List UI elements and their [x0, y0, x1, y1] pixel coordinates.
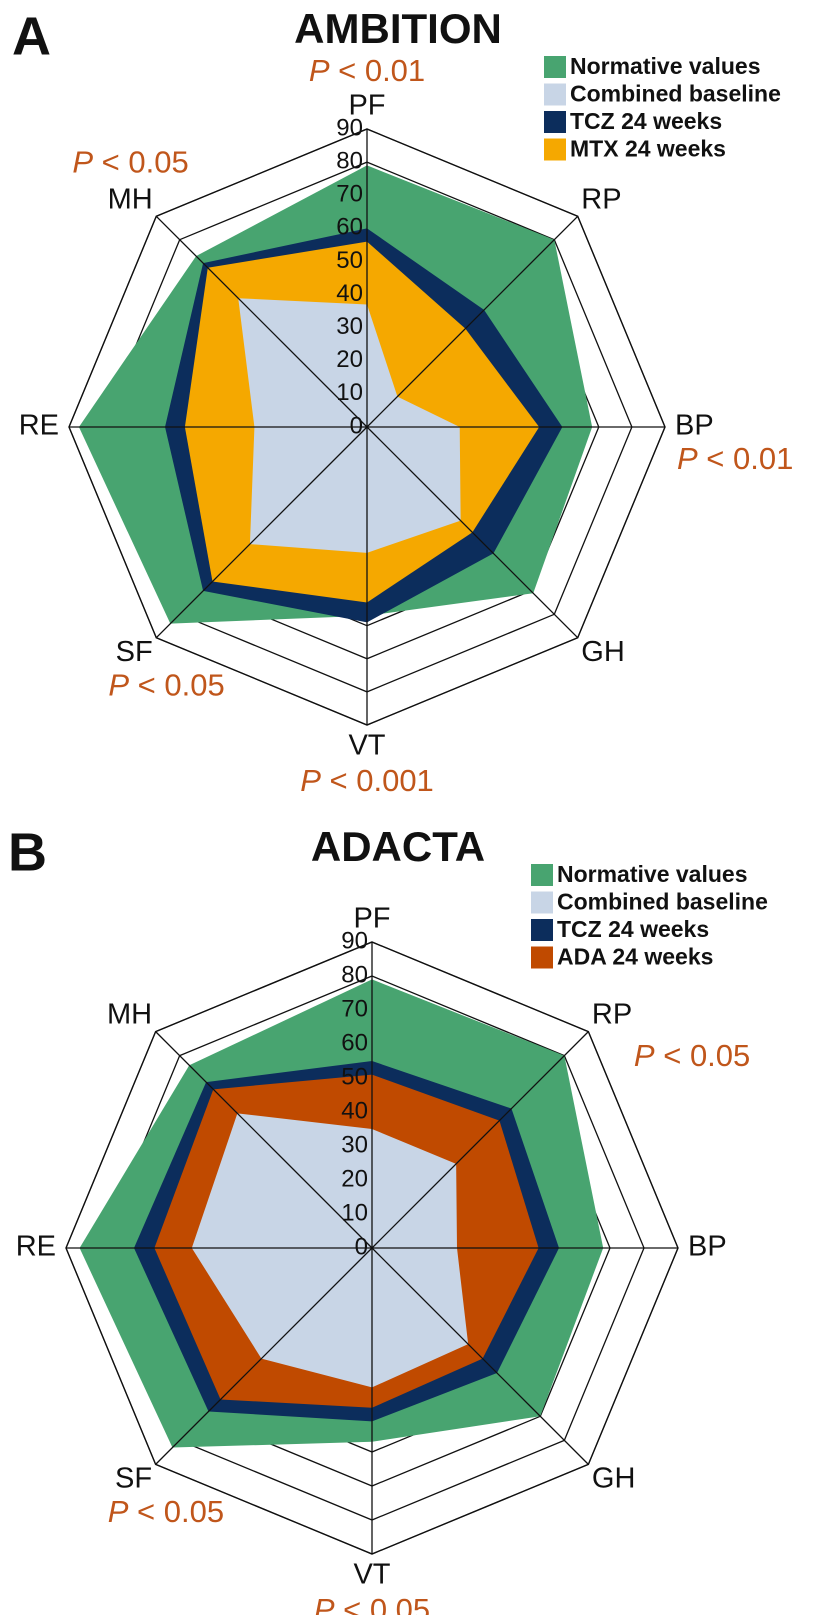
- category-label: RP: [581, 183, 621, 215]
- y-tick-label: 40: [341, 1097, 368, 1124]
- p-italic: P: [314, 1592, 335, 1615]
- p-rest: < 0.05: [128, 1494, 224, 1529]
- legend-label: ADA 24 weeks: [557, 944, 713, 970]
- legend-label: Combined baseline: [557, 889, 768, 915]
- y-tick-label: 40: [336, 280, 363, 307]
- spoke: [366, 426, 579, 639]
- p-value: P < 0.01: [309, 53, 425, 88]
- spoke: [366, 215, 579, 428]
- p-value: P < 0.05: [108, 1494, 224, 1529]
- legend-swatch: [544, 138, 566, 161]
- y-tick-label: 80: [336, 147, 363, 174]
- y-tick-label: 0: [355, 1233, 368, 1260]
- legend-swatch: [531, 946, 553, 969]
- category-label: SF: [116, 636, 153, 668]
- y-tick-label: 20: [341, 1165, 368, 1192]
- category-label: BP: [688, 1231, 727, 1263]
- p-italic: P: [309, 53, 330, 88]
- category-label: SF: [115, 1463, 152, 1495]
- legend-swatch: [531, 919, 553, 941]
- p-rest: < 0.05: [335, 1592, 431, 1615]
- spoke: [155, 426, 368, 639]
- y-tick-label: 30: [336, 313, 363, 340]
- legend-label: TCZ 24 weeks: [557, 916, 709, 942]
- y-tick-label: 30: [341, 1131, 368, 1158]
- p-italic: P: [300, 763, 321, 798]
- category-label: GH: [581, 636, 625, 668]
- legend-label: MTX 24 weeks: [570, 136, 726, 162]
- y-tick-label: 50: [341, 1063, 368, 1090]
- p-rest: < 0.05: [129, 667, 225, 702]
- panel-label: A: [12, 6, 51, 66]
- y-tick-label: 80: [341, 961, 368, 988]
- legend-label: Normative values: [570, 53, 760, 79]
- legend-swatch: [531, 891, 553, 914]
- y-tick-label: 60: [341, 1029, 368, 1056]
- y-tick-label: 10: [336, 379, 363, 406]
- series-area: [191, 1113, 469, 1388]
- outer-ring: [65, 941, 679, 1555]
- category-label: BP: [675, 410, 714, 442]
- p-value: P < 0.05: [108, 667, 224, 702]
- y-tick-label: 70: [336, 181, 363, 208]
- y-tick-label: 90: [336, 114, 363, 141]
- p-value: P < 0.05: [314, 1592, 430, 1615]
- category-label: RP: [592, 999, 632, 1031]
- y-tick-label: 20: [336, 346, 363, 373]
- y-tick-label: 60: [336, 214, 363, 241]
- panel-label: B: [8, 822, 47, 882]
- p-italic: P: [72, 145, 93, 180]
- category-label: PF: [348, 90, 385, 122]
- p-italic: P: [677, 441, 698, 476]
- category-label: VT: [348, 730, 385, 762]
- spoke: [155, 1247, 373, 1465]
- spoke: [371, 1031, 589, 1249]
- y-tick-label: 50: [336, 247, 363, 274]
- p-value: P < 0.01: [677, 441, 793, 476]
- y-tick-label: 0: [350, 412, 363, 439]
- category-label: GH: [592, 1463, 636, 1495]
- series-area: [238, 298, 461, 553]
- category-label: PF: [353, 903, 390, 935]
- legend-label: Normative values: [557, 861, 747, 887]
- spoke: [371, 1247, 589, 1465]
- y-tick-label: 70: [341, 995, 368, 1022]
- legend-swatch: [544, 111, 566, 133]
- p-italic: P: [634, 1038, 655, 1073]
- y-tick-label: 10: [341, 1199, 368, 1226]
- p-value: P < 0.05: [634, 1038, 750, 1073]
- y-tick-label: 90: [341, 927, 368, 954]
- p-value: P < 0.05: [72, 145, 188, 180]
- category-label: RE: [19, 410, 59, 442]
- p-rest: < 0.01: [330, 53, 426, 88]
- legend-swatch: [531, 864, 553, 886]
- outer-ring: [68, 128, 666, 726]
- p-rest: < 0.001: [321, 763, 434, 798]
- legend-label: Combined baseline: [570, 81, 781, 107]
- category-label: RE: [16, 1231, 56, 1263]
- chart-title: ADACTA: [311, 823, 485, 870]
- legend-swatch: [544, 56, 566, 78]
- p-rest: < 0.05: [655, 1038, 751, 1073]
- category-label: MH: [108, 183, 153, 215]
- spoke: [155, 215, 368, 428]
- p-rest: < 0.01: [698, 441, 794, 476]
- category-label: MH: [107, 999, 152, 1031]
- category-label: VT: [353, 1559, 390, 1591]
- p-italic: P: [108, 1494, 129, 1529]
- p-value: P < 0.001: [300, 763, 434, 798]
- chart-title: AMBITION: [294, 5, 502, 52]
- legend-swatch: [544, 83, 566, 106]
- p-rest: < 0.05: [93, 145, 189, 180]
- p-italic: P: [108, 667, 129, 702]
- legend-label: TCZ 24 weeks: [570, 108, 722, 134]
- spoke: [155, 1031, 373, 1249]
